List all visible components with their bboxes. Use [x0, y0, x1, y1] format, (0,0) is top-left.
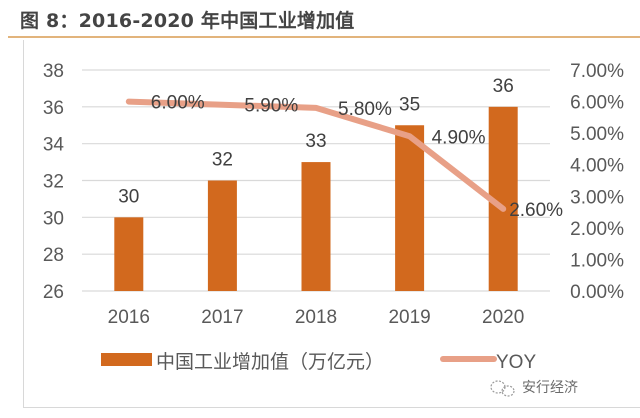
title-divider	[8, 36, 640, 38]
svg-text:安行经济: 安行经济	[522, 380, 578, 396]
x-tick-label: 2020	[482, 307, 524, 328]
y-right-tick-label: 7.00%	[570, 61, 624, 82]
x-tick-label: 2017	[201, 307, 243, 328]
yoy-value-label: 4.90%	[432, 127, 486, 148]
legend-label-yoy: YOY	[496, 352, 536, 373]
y-right-tick-label: 4.00%	[570, 156, 624, 177]
y-left-tick-label: 34	[43, 135, 65, 156]
y-left-tick-label: 30	[43, 208, 64, 229]
y-right-tick-label: 0.00%	[570, 282, 624, 303]
x-tick-label: 2016	[108, 307, 150, 328]
x-tick-label: 2019	[388, 307, 430, 328]
legend-label-bar: 中国工业增加值（万亿元）	[156, 351, 384, 373]
bar-value-label: 32	[212, 150, 233, 171]
y-left-tick-label: 28	[43, 245, 64, 266]
chart-title: 图 8：2016-2020 年中国工业增加值	[20, 10, 355, 32]
y-right-tick-label: 1.00%	[570, 250, 624, 271]
chart-frame	[23, 40, 640, 408]
bar-value-label: 30	[118, 186, 139, 207]
bar-2016	[114, 217, 144, 291]
yoy-value-label: 6.00%	[151, 93, 205, 114]
bar-2017	[207, 180, 237, 291]
yoy-value-label: 5.80%	[338, 99, 392, 120]
yoy-value-label: 5.90%	[244, 96, 298, 117]
bar-2019	[395, 125, 425, 291]
y-right-tick-label: 2.00%	[570, 219, 624, 240]
watermark: 安行经济	[490, 380, 578, 397]
y-left-tick-label: 38	[43, 61, 64, 82]
bar-value-label: 36	[493, 76, 514, 97]
bar-2018	[301, 162, 331, 291]
y-right-tick-label: 3.00%	[570, 187, 624, 208]
bar-value-label: 33	[305, 131, 326, 152]
y-right-tick-label: 6.00%	[570, 93, 624, 114]
y-left-tick-label: 36	[43, 98, 64, 119]
legend-swatch-bar	[101, 353, 152, 366]
yoy-value-label: 2.60%	[509, 200, 563, 221]
y-right-tick-label: 5.00%	[570, 124, 624, 145]
y-left-tick-label: 26	[43, 282, 64, 303]
wechat-icon	[490, 380, 515, 397]
y-left-tick-label: 32	[43, 172, 64, 193]
bar-value-label: 35	[399, 94, 420, 115]
x-tick-label: 2018	[295, 307, 337, 328]
